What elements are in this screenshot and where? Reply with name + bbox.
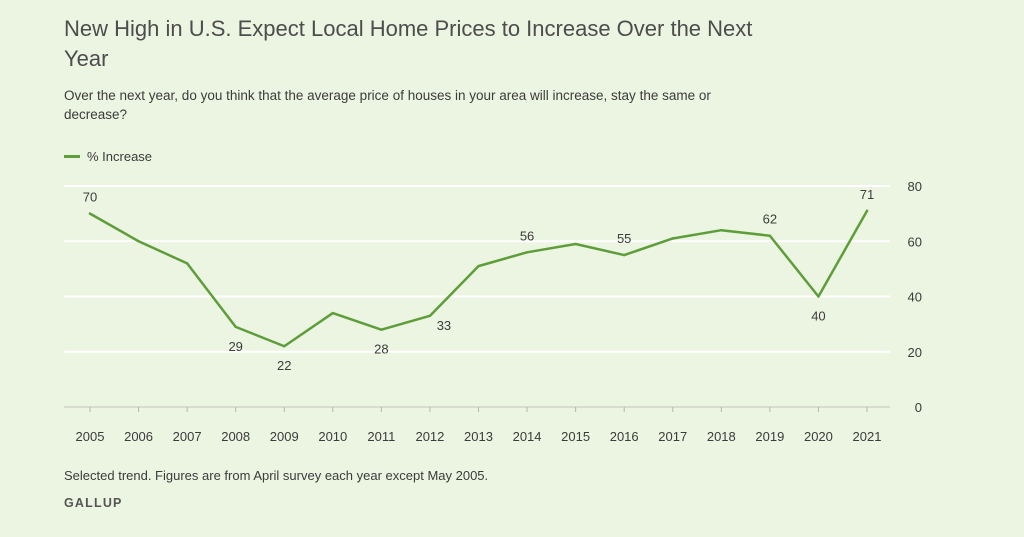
- data-label: 29: [228, 339, 242, 354]
- gallup-logo: GALLUP: [64, 496, 123, 510]
- chart-subtitle: Over the next year, do you think that th…: [64, 88, 711, 122]
- data-point: [817, 295, 820, 298]
- chart-title: New High in U.S. Expect Local Home Price…: [64, 16, 753, 71]
- data-point: [137, 240, 140, 243]
- x-tick-label: 2007: [173, 429, 202, 444]
- data-point: [574, 242, 577, 246]
- data-point: [720, 229, 723, 232]
- x-tick-label: 2014: [513, 429, 542, 444]
- data-point: [768, 234, 772, 237]
- y-tick-label: 40: [908, 290, 922, 305]
- legend-label: % Increase: [87, 148, 153, 164]
- data-point: [380, 328, 383, 331]
- data-label: 40: [811, 309, 825, 324]
- data-point: [185, 262, 189, 265]
- x-tick-label: 2010: [318, 429, 347, 444]
- data-label: 28: [374, 342, 388, 357]
- x-tick-label: 2005: [76, 429, 105, 444]
- data-label: 56: [520, 228, 534, 243]
- x-tick-label: 2017: [658, 429, 687, 444]
- x-tick-label: 2013: [464, 429, 493, 444]
- x-tick-label: 2009: [270, 429, 299, 444]
- footnote: Selected trend. Figures are from April s…: [64, 468, 489, 483]
- data-label: 70: [83, 190, 97, 205]
- data-point: [525, 251, 529, 254]
- data-label: 22: [277, 358, 291, 373]
- data-point: [477, 264, 480, 268]
- x-tick-label: 2020: [804, 429, 833, 444]
- data-label: 71: [860, 187, 874, 202]
- legend-swatch: [64, 154, 80, 158]
- data-point: [428, 314, 432, 318]
- legend: % Increase: [64, 146, 152, 166]
- data-point: [331, 311, 335, 315]
- data-label: 33: [437, 318, 451, 333]
- x-tick-label: 2015: [561, 429, 590, 444]
- x-tick-label: 2008: [221, 429, 250, 444]
- x-tick-label: 2021: [853, 429, 882, 444]
- data-point: [88, 212, 92, 215]
- x-tick-label: 2019: [755, 429, 784, 444]
- x-tick-label: 2011: [367, 429, 395, 444]
- y-tick-label: 60: [908, 234, 922, 249]
- x-tick-label: 2016: [610, 429, 639, 444]
- data-label: 55: [617, 231, 631, 246]
- x-tick-label: 2018: [707, 429, 736, 444]
- series-line: [88, 209, 869, 348]
- y-tick-label: 80: [908, 179, 922, 194]
- data-point: [283, 345, 286, 348]
- data-label: 62: [763, 212, 777, 227]
- data-point: [622, 253, 626, 257]
- y-tick-label: 0: [915, 400, 922, 415]
- data-point: [234, 325, 237, 329]
- y-tick-label: 20: [908, 345, 922, 360]
- data-point: [671, 237, 674, 240]
- x-tick-label: 2006: [124, 429, 153, 444]
- data-point: [865, 209, 869, 213]
- x-tick-label: 2012: [415, 429, 444, 444]
